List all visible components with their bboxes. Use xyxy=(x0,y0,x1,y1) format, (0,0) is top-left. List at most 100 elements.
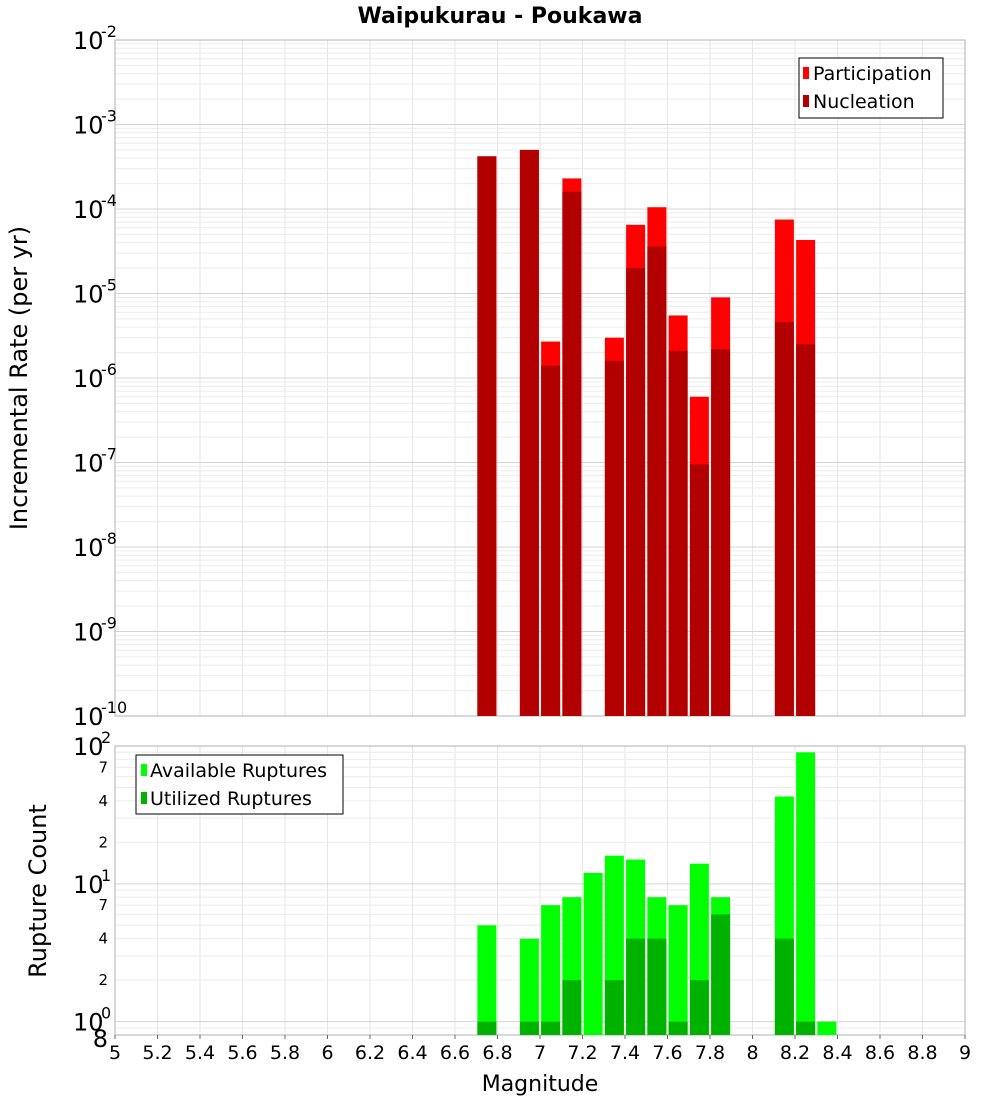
legend-swatch-utilized-ruptures xyxy=(141,792,147,804)
x-tick-label: 6 xyxy=(321,1042,333,1064)
available-ruptures-bar xyxy=(796,752,816,1035)
top-plot-bars xyxy=(477,149,816,717)
utilized-ruptures-bar xyxy=(477,1021,497,1035)
nucleation-bar xyxy=(541,365,561,716)
x-tick-label: 5.8 xyxy=(270,1042,300,1064)
available-ruptures-bar xyxy=(668,905,688,1035)
x-tick-label: 6.2 xyxy=(355,1042,385,1064)
legend-label-utilized-ruptures: Utilized Ruptures xyxy=(150,788,312,810)
y-tick-label: 10 xyxy=(73,365,104,393)
available-ruptures-bar xyxy=(583,872,603,1035)
y-minor-tick-label: 2 xyxy=(98,971,108,989)
y-tick-label: 10 xyxy=(73,1009,104,1037)
available-ruptures-bar xyxy=(541,905,561,1035)
y-tick-exponent: -2 xyxy=(101,22,117,41)
utilized-ruptures-bar xyxy=(541,1021,561,1035)
x-tick-label: 6.6 xyxy=(440,1042,470,1064)
utilized-ruptures-bar xyxy=(604,980,624,1035)
nucleation-bar xyxy=(477,156,497,716)
bottom-legend-box xyxy=(135,754,344,815)
y-tick-label: 10 xyxy=(73,733,104,761)
y-tick-exponent: 2 xyxy=(101,728,111,747)
x-tick-label: 7.6 xyxy=(652,1042,682,1064)
x-tick-label: 7.8 xyxy=(695,1042,725,1064)
bottom-y-axis-label: Rupture Count xyxy=(24,804,52,978)
bottom-plot-x-ticks: 5 5.2 5.4 5.6 5.8 6 6.2 6.4 6.6 6.8 7 7.2 7.4 7.6 7.8 8… xyxy=(109,1035,971,1064)
utilized-ruptures-bar xyxy=(689,980,709,1035)
y-minor-tick-label: 4 xyxy=(98,930,108,948)
nucleation-bar xyxy=(711,349,731,716)
legend-swatch-participation xyxy=(803,67,809,79)
y-tick-exponent: 0 xyxy=(101,1004,111,1023)
nucleation-bar xyxy=(562,191,582,717)
utilized-ruptures-bar xyxy=(796,1021,816,1035)
x-tick-label: 8.6 xyxy=(865,1042,895,1064)
y-minor-tick-label: 7 xyxy=(98,896,108,914)
y-tick-label: 10 xyxy=(73,703,104,731)
x-tick-label: 6.4 xyxy=(397,1042,427,1064)
y-tick-exponent: -4 xyxy=(101,191,117,210)
top-legend-box xyxy=(798,57,944,119)
top-legend: Participation Nucleation xyxy=(798,57,944,119)
y-tick-exponent: -6 xyxy=(101,360,117,379)
y-tick-label: 10 xyxy=(73,450,104,478)
top-y-axis-label: Incremental Rate (per yr) xyxy=(5,226,33,530)
nucleation-bar xyxy=(689,464,709,716)
utilized-ruptures-bar xyxy=(774,938,794,1035)
utilized-ruptures-bar xyxy=(647,938,667,1035)
nucleation-bar xyxy=(604,360,624,716)
y-tick-exponent: -10 xyxy=(101,698,127,717)
x-tick-label: 6.8 xyxy=(482,1042,512,1064)
x-tick-label: 8.4 xyxy=(822,1042,852,1064)
bottom-plot-bars xyxy=(477,752,837,1035)
bottom-legend: Available Ruptures Utilized Ruptures xyxy=(135,754,344,815)
nucleation-bar xyxy=(626,268,646,716)
available-ruptures-bar xyxy=(817,1021,837,1035)
y-tick-exponent: -7 xyxy=(101,445,117,464)
y-minor-tick-label: 2 xyxy=(98,833,108,851)
x-tick-label: 7.2 xyxy=(567,1042,597,1064)
utilized-ruptures-bar xyxy=(626,938,646,1035)
legend-swatch-available-ruptures xyxy=(141,764,147,776)
y-minor-tick-label: 7 xyxy=(98,758,108,776)
utilized-ruptures-bar xyxy=(711,914,731,1035)
x-tick-label: 7 xyxy=(534,1042,546,1064)
utilized-ruptures-bar xyxy=(562,980,582,1035)
y-tick-label: 10 xyxy=(73,112,104,140)
y-tick-label: 10 xyxy=(73,619,104,647)
legend-swatch-nucleation xyxy=(803,95,809,107)
legend-label-available-ruptures: Available Ruptures xyxy=(150,760,327,782)
utilized-ruptures-bar xyxy=(519,1021,539,1035)
y-tick-label: 10 xyxy=(73,27,104,55)
x-tick-label: 9 xyxy=(959,1042,971,1064)
x-tick-label: 5 xyxy=(109,1042,121,1064)
utilized-ruptures-bar xyxy=(668,1021,688,1035)
y-tick-exponent: 1 xyxy=(101,866,111,885)
legend-label-nucleation: Nucleation xyxy=(813,91,915,113)
y-tick-exponent: -8 xyxy=(101,529,117,548)
y-tick-label: 10 xyxy=(73,281,104,309)
x-tick-label: 5.6 xyxy=(227,1042,257,1064)
nucleation-bar xyxy=(519,149,539,717)
nucleation-bar xyxy=(647,246,667,716)
x-tick-label: 5.2 xyxy=(142,1042,172,1064)
nucleation-bar xyxy=(668,350,688,716)
y-tick-exponent: -5 xyxy=(101,276,117,295)
legend-label-participation: Participation xyxy=(813,63,932,85)
nucleation-bar xyxy=(774,321,794,716)
y-tick-label: 10 xyxy=(73,196,104,224)
x-tick-label: 8.2 xyxy=(780,1042,810,1064)
x-tick-label: 7.4 xyxy=(610,1042,640,1064)
top-plot-frame xyxy=(114,39,966,717)
available-ruptures-bar xyxy=(519,938,539,1035)
y-tick-exponent: -9 xyxy=(101,614,117,633)
x-axis-label: Magnitude xyxy=(482,1072,599,1097)
x-tick-label: 5.4 xyxy=(185,1042,215,1064)
y-minor-tick-label: 8 xyxy=(93,1025,108,1053)
chart-title: Waipukurau - Poukawa xyxy=(358,4,643,29)
x-tick-label: 8 xyxy=(746,1042,758,1064)
nucleation-bar xyxy=(796,344,816,716)
